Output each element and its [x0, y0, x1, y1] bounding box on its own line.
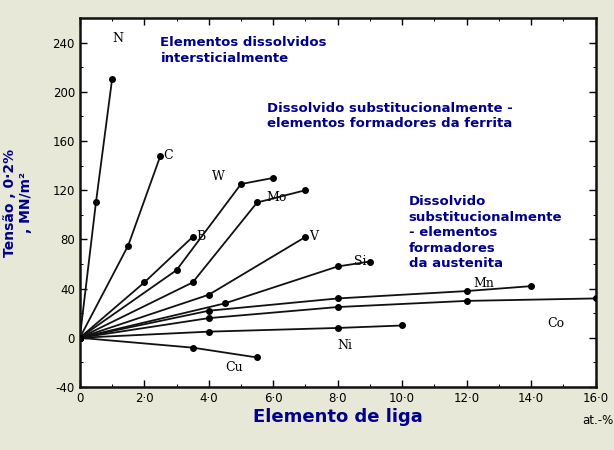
Text: Dissolvido
substitucionalmente
- elementos
formadores
da austenita: Dissolvido substitucionalmente - element… [408, 195, 562, 270]
Text: C: C [163, 149, 173, 162]
Text: Mo: Mo [266, 191, 287, 204]
Text: Mn: Mn [473, 277, 494, 290]
Text: W: W [212, 170, 225, 183]
Text: Ni: Ni [338, 339, 352, 352]
Text: Si: Si [354, 255, 367, 268]
Text: Co: Co [547, 316, 564, 329]
X-axis label: Elemento de liga: Elemento de liga [253, 408, 422, 426]
Text: Tensão , 0·2%
, MN/m²: Tensão , 0·2% , MN/m² [3, 148, 33, 256]
Text: Cu: Cu [225, 361, 243, 374]
Text: Elementos dissolvidos
intersticialmente: Elementos dissolvidos intersticialmente [160, 36, 327, 65]
Text: at.-%: at.-% [583, 414, 614, 427]
Text: B: B [196, 230, 205, 243]
Text: V: V [309, 230, 317, 243]
Text: N: N [112, 32, 123, 45]
Text: Dissolvido substitucionalmente -
elementos formadores da ferrita: Dissolvido substitucionalmente - element… [266, 102, 513, 130]
